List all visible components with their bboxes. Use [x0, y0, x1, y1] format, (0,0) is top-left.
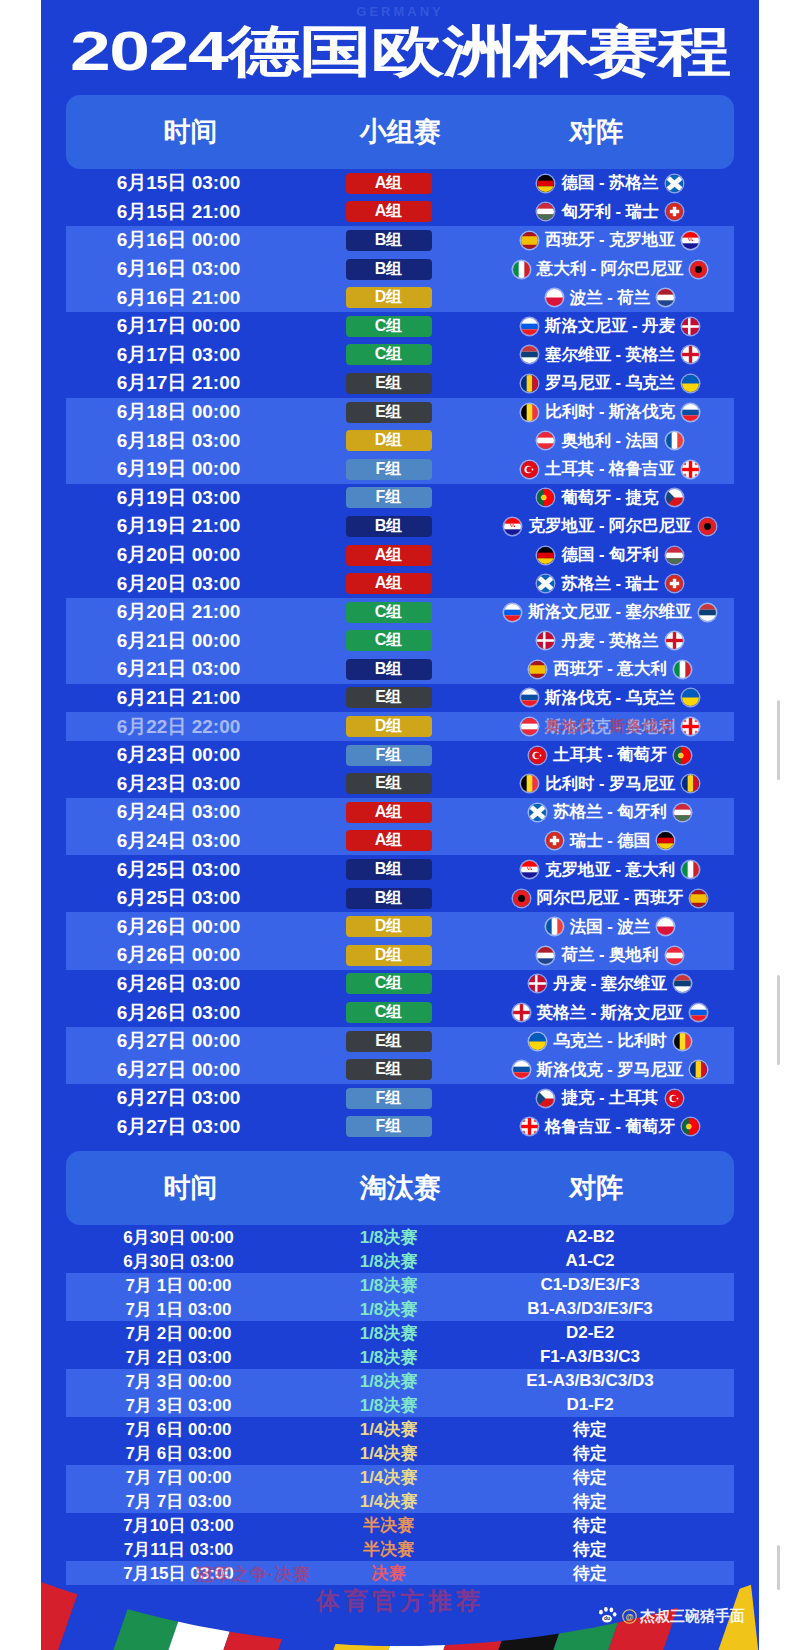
svg-text:du: du	[604, 1617, 610, 1622]
